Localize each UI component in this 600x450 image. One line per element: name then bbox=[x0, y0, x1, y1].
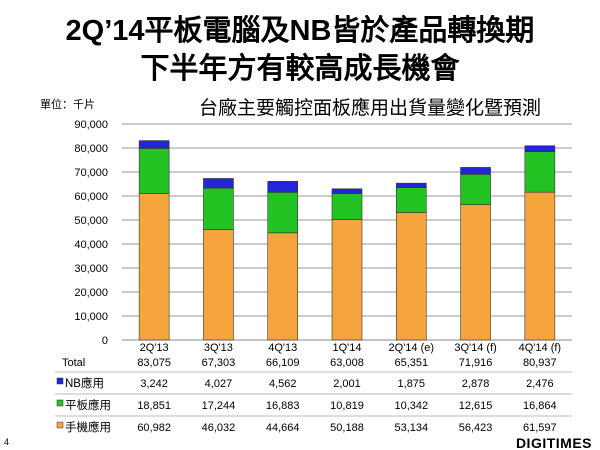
y-tick-label: 0 bbox=[102, 335, 108, 347]
table-value: 1,875 bbox=[398, 378, 426, 390]
table-value: 53,134 bbox=[394, 422, 428, 434]
bar-1 bbox=[460, 174, 491, 205]
bar-0 bbox=[267, 232, 299, 341]
slide-title-line2: 下半年方有較高成長機會 bbox=[140, 53, 460, 85]
total-value: 83,075 bbox=[137, 357, 171, 369]
y-tick-label: 30,000 bbox=[74, 263, 108, 275]
bar-2 bbox=[331, 188, 363, 194]
y-tick-label: 50,000 bbox=[74, 215, 108, 227]
bar-0 bbox=[138, 193, 170, 341]
bar-2 bbox=[138, 140, 170, 149]
x-tick-label: 3Q'14 (f) bbox=[454, 342, 496, 354]
unit-label: 單位：千片 bbox=[40, 99, 95, 111]
table-value: 2,001 bbox=[333, 378, 361, 390]
table-value: 60,982 bbox=[137, 422, 171, 434]
y-tick-label: 70,000 bbox=[74, 167, 108, 179]
total-value: 67,303 bbox=[202, 357, 236, 369]
x-tick-label: 1Q'14 bbox=[332, 342, 361, 354]
bar-0 bbox=[395, 212, 427, 341]
bar-1 bbox=[138, 148, 170, 194]
total-value: 66,109 bbox=[266, 357, 300, 369]
legend-label: 手機應用 bbox=[65, 420, 111, 434]
table-value: 4,562 bbox=[269, 378, 297, 390]
y-tick-label: 10,000 bbox=[74, 311, 108, 323]
x-tick-label: 2Q'14 (e) bbox=[389, 342, 435, 354]
bar-0 bbox=[203, 229, 234, 341]
bar-0 bbox=[524, 191, 556, 341]
total-value: 63,008 bbox=[330, 357, 364, 369]
y-tick-label: 90,000 bbox=[74, 119, 108, 131]
table-value: 16,883 bbox=[266, 400, 300, 412]
bar-2 bbox=[395, 182, 427, 188]
table-value: 17,244 bbox=[202, 400, 236, 412]
bar-2 bbox=[460, 167, 491, 175]
y-tick-label: 80,000 bbox=[74, 143, 108, 155]
bar-1 bbox=[267, 191, 299, 234]
bar-0 bbox=[460, 204, 491, 341]
total-label: Total bbox=[62, 357, 85, 369]
table-value: 50,188 bbox=[330, 422, 364, 434]
table-value: 56,423 bbox=[459, 422, 493, 434]
bar-2 bbox=[267, 181, 299, 193]
table-value: 46,032 bbox=[202, 422, 236, 434]
bar-1 bbox=[524, 151, 556, 193]
table-value: 4,027 bbox=[205, 378, 233, 390]
x-tick-label: 3Q'13 bbox=[204, 342, 233, 354]
table-value: 12,615 bbox=[459, 400, 493, 412]
page-number: 4 bbox=[4, 437, 10, 447]
slide-title-line1: 2Q’14平板電腦及NB皆於產品轉換期 bbox=[65, 15, 535, 47]
table-value: 10,819 bbox=[330, 400, 364, 412]
legend-swatch bbox=[56, 399, 64, 407]
digitimes-logo: DIGITIMES bbox=[515, 435, 592, 450]
bar-1 bbox=[395, 187, 427, 213]
x-tick-label: 2Q'13 bbox=[140, 342, 169, 354]
y-tick-label: 60,000 bbox=[74, 191, 108, 203]
total-value: 65,351 bbox=[394, 357, 428, 369]
legend-swatch bbox=[56, 377, 64, 385]
x-tick-label: 4Q'13 bbox=[268, 342, 297, 354]
legend-label: 平板應用 bbox=[65, 398, 111, 412]
legend-label: NB應用 bbox=[65, 376, 104, 390]
bar-2 bbox=[203, 178, 234, 189]
table-value: 61,597 bbox=[523, 422, 557, 434]
table-value: 2,476 bbox=[526, 378, 554, 390]
y-tick-label: 40,000 bbox=[74, 239, 108, 251]
table-value: 3,242 bbox=[140, 378, 168, 390]
table-value: 2,878 bbox=[462, 378, 490, 390]
total-value: 80,937 bbox=[523, 357, 557, 369]
chart-title: 台廠主要觸控面板應用出貨量變化暨預測 bbox=[198, 98, 541, 119]
legend-swatch bbox=[56, 421, 64, 429]
table-value: 10,342 bbox=[394, 400, 428, 412]
x-tick-label: 4Q'14 (f) bbox=[519, 342, 561, 354]
bar-1 bbox=[203, 187, 234, 230]
bar-0 bbox=[331, 219, 363, 341]
table-value: 18,851 bbox=[137, 400, 171, 412]
table-value: 44,664 bbox=[266, 422, 300, 434]
table-value: 16,864 bbox=[523, 400, 557, 412]
bar-1 bbox=[331, 193, 363, 220]
y-tick-label: 20,000 bbox=[74, 287, 108, 299]
total-value: 71,916 bbox=[459, 357, 493, 369]
bar-2 bbox=[524, 145, 556, 152]
